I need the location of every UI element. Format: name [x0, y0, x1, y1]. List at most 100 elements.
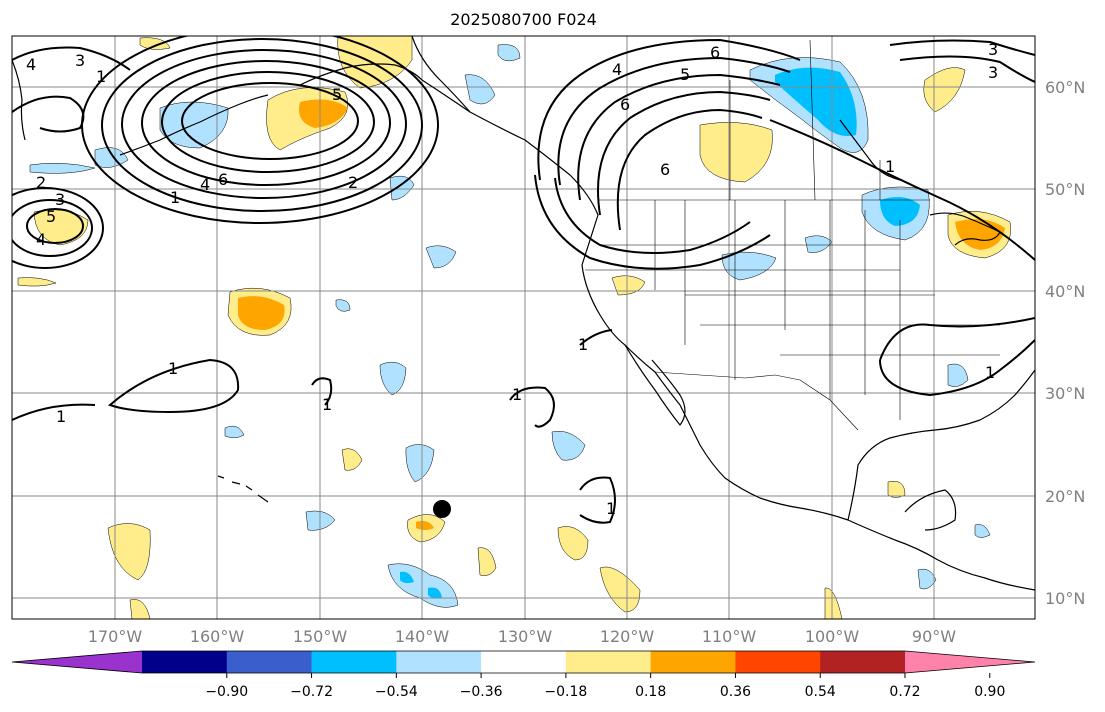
latitude-label: 60°N: [1045, 78, 1085, 97]
negative-anomaly-patch: [721, 251, 777, 281]
contour-line: [899, 55, 1035, 83]
contour-line: [597, 90, 771, 216]
contour-label: 1: [170, 188, 180, 207]
coastlines: [12, 36, 1035, 591]
negative-anomaly-patch: [464, 74, 496, 105]
negative-anomaly-patch: [405, 444, 435, 483]
graticule: [12, 36, 1035, 619]
colorbar-segment: [820, 651, 906, 673]
colorbar-extend-min: [12, 651, 142, 673]
contour-label: 1: [322, 395, 332, 414]
negative-anomaly-patch: [917, 568, 937, 590]
contour-label: 6: [660, 160, 670, 179]
longitude-label: 160°W: [190, 627, 245, 646]
contour-label: 6: [620, 95, 630, 114]
contour-label: 5: [680, 65, 690, 84]
contour-line: [579, 329, 613, 346]
longitude-label: 140°W: [395, 627, 450, 646]
contour-label: 1: [56, 407, 66, 426]
contour-label: 4: [26, 55, 36, 74]
positive-anomaly-patch: [599, 566, 641, 613]
contour-line: [509, 386, 555, 428]
hudson-bay-coast: [839, 119, 901, 181]
colorbar-segment: [481, 651, 567, 673]
contour-label: 5: [46, 207, 56, 226]
contour-label: 4: [200, 175, 210, 194]
baja-california-coast: [624, 344, 686, 426]
colorbar-segment: [311, 651, 397, 673]
colorbar-tick-label: 0.90: [974, 684, 1005, 700]
contour-line: [26, 208, 84, 244]
positive-anomaly-patch: [129, 599, 151, 619]
positive-anomaly-patch: [611, 275, 646, 296]
contour-line: [101, 38, 423, 212]
longitude-label: 90°W: [912, 627, 956, 646]
negative-anomaly-patch: [389, 175, 415, 201]
contour-line: [879, 339, 1035, 397]
contour-line: [12, 95, 85, 133]
map-border: [11, 35, 1036, 620]
contour-line: [181, 82, 359, 160]
negative-anomaly-patch: [551, 431, 586, 461]
contour-label: 1: [606, 499, 616, 518]
contour-line: [616, 108, 763, 231]
negative-anomaly-patch: [335, 299, 351, 312]
contour-line: [879, 317, 1035, 361]
longitude-label: 110°W: [702, 627, 757, 646]
positive-anomaly-patch: [824, 587, 843, 619]
map-title: 2025080700 F024: [450, 10, 597, 29]
storm-center-dot: [433, 500, 451, 518]
negative-anomaly-patch: [775, 67, 857, 136]
contour-line: [889, 39, 1035, 56]
colorbar-segment: [735, 651, 821, 673]
positive-anomaly-patch: [107, 523, 151, 581]
colorbar-outline: [11, 650, 1036, 674]
kamchatka-coast: [12, 59, 26, 141]
contour-label: 6: [710, 43, 720, 62]
contour-line: [579, 476, 616, 524]
contour-line: [577, 73, 781, 201]
canada-province-border: [809, 39, 816, 201]
colorbar-segment: [565, 651, 652, 673]
positive-anomaly-patch: [416, 520, 434, 530]
positive-anomaly-patch: [341, 448, 363, 471]
colorbar: [11, 650, 1036, 674]
positive-anomaly-patch: [17, 277, 57, 287]
colorbar-ticks: −0.90 −0.72 −0.54 −0.36 −0.18 0.18 0.36 0.54 0.7…: [205, 673, 1005, 700]
colorbar-tick-label: −0.18: [544, 684, 587, 700]
contour-label: 2: [36, 173, 46, 192]
negative-anomaly-patch: [947, 363, 969, 387]
contour-label: 1: [578, 335, 588, 354]
negative-anomaly-patch: [497, 44, 521, 62]
colorbar-tick-label: 0.72: [889, 684, 920, 700]
political-borders: [585, 39, 1000, 431]
longitude-label: 170°W: [88, 627, 143, 646]
contour-line: [121, 49, 407, 199]
contour-label: 3: [988, 63, 998, 82]
positive-anomaly-patch: [699, 122, 773, 183]
contour-label: 1: [512, 385, 522, 404]
longitude-label: 120°W: [600, 627, 655, 646]
contour-line: [12, 403, 96, 421]
colorbar-segment: [226, 651, 313, 673]
negative-anomaly-patch: [400, 571, 414, 584]
positive-anomaly-patch: [477, 547, 497, 576]
contour-label: 3: [988, 40, 998, 59]
contour-line: [12, 187, 104, 269]
north-america-west-coast: [421, 79, 1035, 591]
contour-label: 1: [168, 359, 178, 378]
colorbar-tick-label: −0.54: [375, 684, 418, 700]
contour-line: [12, 46, 131, 71]
negative-anomaly-patch: [974, 524, 991, 538]
positive-anomaly-patch: [238, 296, 285, 330]
longitude-label: 100°W: [805, 627, 860, 646]
negative-anomaly-patch: [29, 162, 96, 174]
contour-label: 4: [36, 230, 46, 249]
colorbar-tick-label: −0.72: [290, 684, 333, 700]
gulf-of-mexico-coast: [847, 369, 1035, 521]
contour-line: [557, 56, 791, 186]
positive-anomaly-patch: [139, 37, 171, 50]
contour-label: 1: [96, 67, 106, 86]
contour-line: [311, 377, 333, 406]
